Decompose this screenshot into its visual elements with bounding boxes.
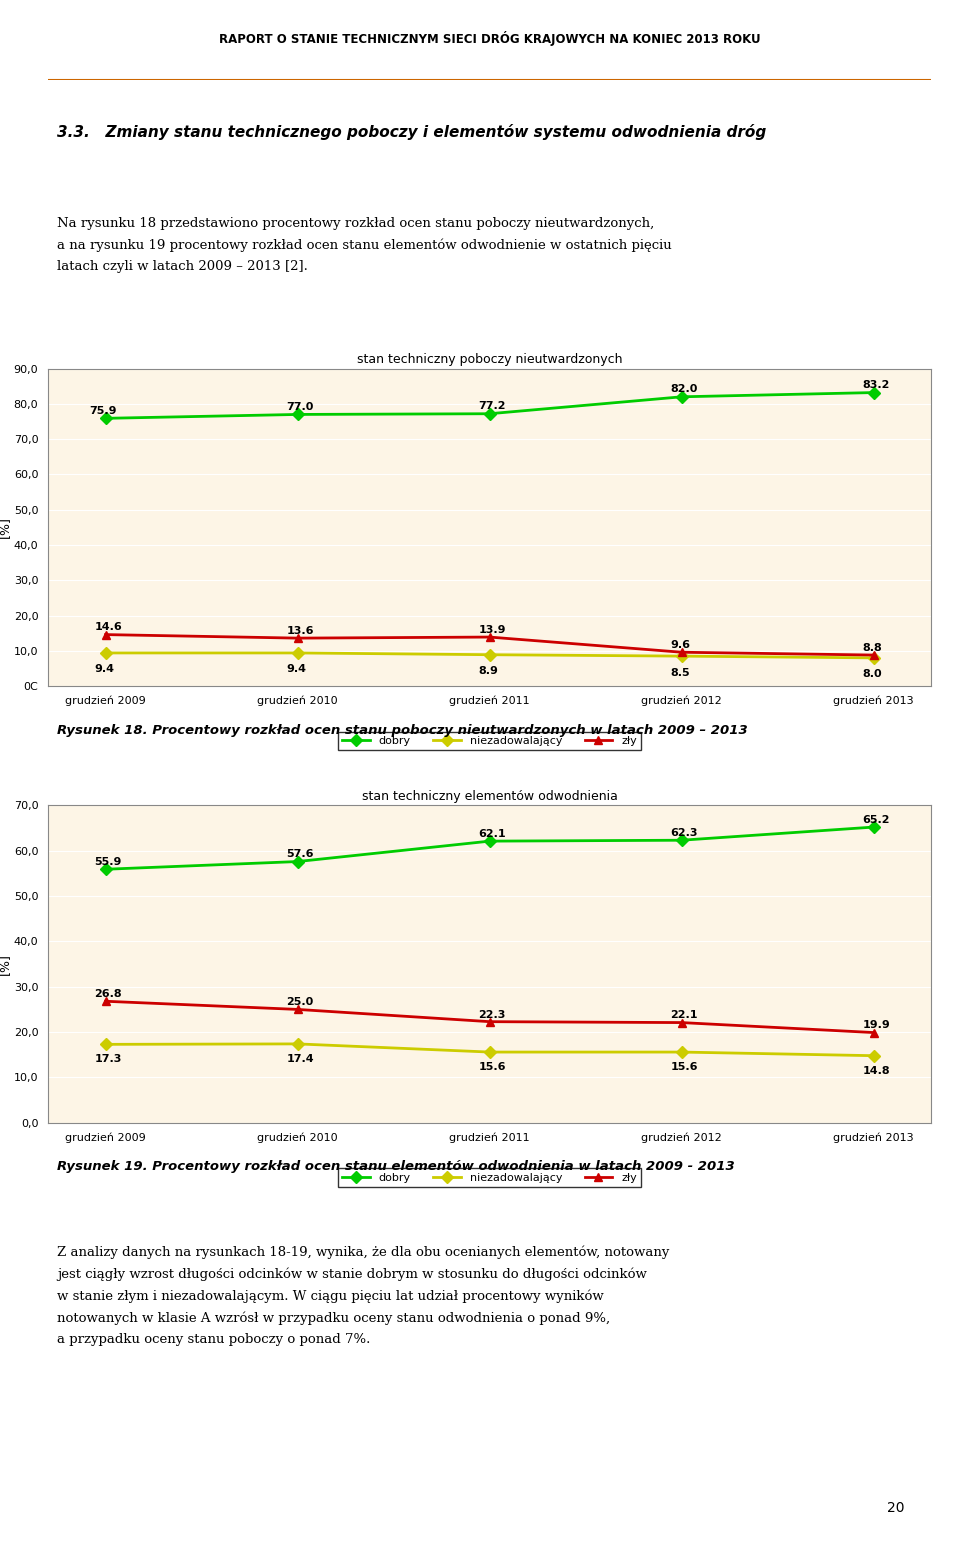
Text: 19.9: 19.9 bbox=[862, 1021, 890, 1030]
Text: 22.1: 22.1 bbox=[670, 1010, 698, 1021]
Text: 8.9: 8.9 bbox=[478, 665, 498, 676]
dobry bbox=[100, 409, 111, 428]
Text: Z analizy danych na rysunkach 18-19, wynika, że dla obu ocenianych elementów, no: Z analizy danych na rysunkach 18-19, wyn… bbox=[57, 1245, 669, 1346]
Text: 55.9: 55.9 bbox=[94, 858, 122, 867]
Text: 15.6: 15.6 bbox=[670, 1062, 698, 1072]
niezadowalający bbox=[868, 1047, 879, 1066]
Text: 83.2: 83.2 bbox=[862, 380, 890, 391]
Text: 13.6: 13.6 bbox=[286, 627, 314, 636]
Text: 14.8: 14.8 bbox=[862, 1066, 890, 1076]
Text: 17.3: 17.3 bbox=[94, 1055, 122, 1064]
Text: 8.8: 8.8 bbox=[862, 644, 882, 653]
Y-axis label: [%]: [%] bbox=[0, 954, 11, 976]
zły bbox=[868, 1024, 879, 1042]
zły bbox=[484, 1013, 495, 1031]
Y-axis label: [%]: [%] bbox=[0, 516, 11, 538]
Text: 25.0: 25.0 bbox=[286, 997, 314, 1007]
Text: 77.0: 77.0 bbox=[286, 402, 314, 413]
Title: stan techniczny elementów odwodnienia: stan techniczny elementów odwodnienia bbox=[362, 789, 617, 803]
zły bbox=[100, 625, 111, 644]
Text: 8.0: 8.0 bbox=[862, 670, 882, 679]
Text: 57.6: 57.6 bbox=[286, 850, 314, 859]
niezadowalający bbox=[100, 1035, 111, 1053]
zły bbox=[484, 628, 495, 647]
niezadowalający bbox=[292, 1035, 303, 1053]
Text: 20: 20 bbox=[887, 1501, 904, 1515]
Text: 15.6: 15.6 bbox=[478, 1062, 506, 1072]
zły bbox=[292, 628, 303, 647]
zły bbox=[100, 993, 111, 1011]
dobry bbox=[676, 831, 687, 850]
dobry bbox=[100, 859, 111, 878]
Line: zły: zły bbox=[102, 630, 877, 659]
Line: niezadowalający: niezadowalający bbox=[102, 648, 877, 662]
Line: zły: zły bbox=[102, 997, 877, 1036]
dobry bbox=[484, 405, 495, 423]
niezadowalający bbox=[484, 645, 495, 664]
dobry bbox=[484, 831, 495, 850]
Line: dobry: dobry bbox=[102, 824, 877, 873]
Text: 75.9: 75.9 bbox=[89, 406, 116, 416]
dobry bbox=[292, 851, 303, 870]
dobry bbox=[676, 388, 687, 406]
niezadowalający bbox=[292, 644, 303, 662]
Text: 22.3: 22.3 bbox=[478, 1010, 506, 1019]
Text: 65.2: 65.2 bbox=[862, 814, 890, 825]
Text: Rysunek 18. Procentowy rozkład ocen stanu poboczy nieutwardzonych w latach 2009 : Rysunek 18. Procentowy rozkład ocen stan… bbox=[57, 724, 748, 737]
Title: stan techniczny poboczy nieutwardzonych: stan techniczny poboczy nieutwardzonych bbox=[357, 354, 622, 366]
Text: 9.4: 9.4 bbox=[94, 664, 114, 675]
Text: Rysunek 19. Procentowy rozkład ocen stanu elementów odwodnienia w latach 2009 - : Rysunek 19. Procentowy rozkład ocen stan… bbox=[57, 1160, 734, 1174]
niezadowalający bbox=[676, 1042, 687, 1061]
Legend: dobry, niezadowalający, zły: dobry, niezadowalający, zły bbox=[338, 1168, 641, 1187]
Text: 82.0: 82.0 bbox=[670, 385, 698, 394]
Text: 62.1: 62.1 bbox=[478, 828, 506, 839]
Text: 9.4: 9.4 bbox=[286, 664, 306, 675]
Text: 26.8: 26.8 bbox=[94, 990, 122, 999]
Text: RAPORT O STANIE TECHNICZNYM SIECI DRÓG KRAJOWYCH NA KONIEC 2013 ROKU: RAPORT O STANIE TECHNICZNYM SIECI DRÓG K… bbox=[219, 31, 760, 47]
dobry bbox=[868, 383, 879, 402]
niezadowalający bbox=[100, 644, 111, 662]
dobry bbox=[292, 405, 303, 423]
Line: niezadowalający: niezadowalający bbox=[102, 1039, 877, 1059]
Text: 14.6: 14.6 bbox=[94, 622, 122, 633]
niezadowalający bbox=[868, 648, 879, 667]
Text: 8.5: 8.5 bbox=[670, 667, 690, 678]
Line: dobry: dobry bbox=[102, 388, 877, 422]
dobry bbox=[868, 817, 879, 836]
Text: 17.4: 17.4 bbox=[286, 1055, 314, 1064]
Text: 3.3.   Zmiany stanu technicznego poboczy i elementów systemu odwodnienia dróg: 3.3. Zmiany stanu technicznego poboczy i… bbox=[57, 124, 766, 140]
Text: 77.2: 77.2 bbox=[478, 402, 506, 411]
Text: 9.6: 9.6 bbox=[670, 641, 690, 650]
Text: Na rysunku 18 przedstawiono procentowy rozkład ocen stanu poboczy nieutwardzonyc: Na rysunku 18 przedstawiono procentowy r… bbox=[57, 217, 672, 273]
zły bbox=[676, 644, 687, 662]
zły bbox=[676, 1013, 687, 1031]
niezadowalający bbox=[676, 647, 687, 665]
Text: 62.3: 62.3 bbox=[670, 828, 698, 838]
Legend: dobry, niezadowalający, zły: dobry, niezadowalający, zły bbox=[338, 732, 641, 751]
Text: 13.9: 13.9 bbox=[478, 625, 506, 634]
zły bbox=[868, 645, 879, 664]
niezadowalający bbox=[484, 1042, 495, 1061]
zły bbox=[292, 1000, 303, 1019]
